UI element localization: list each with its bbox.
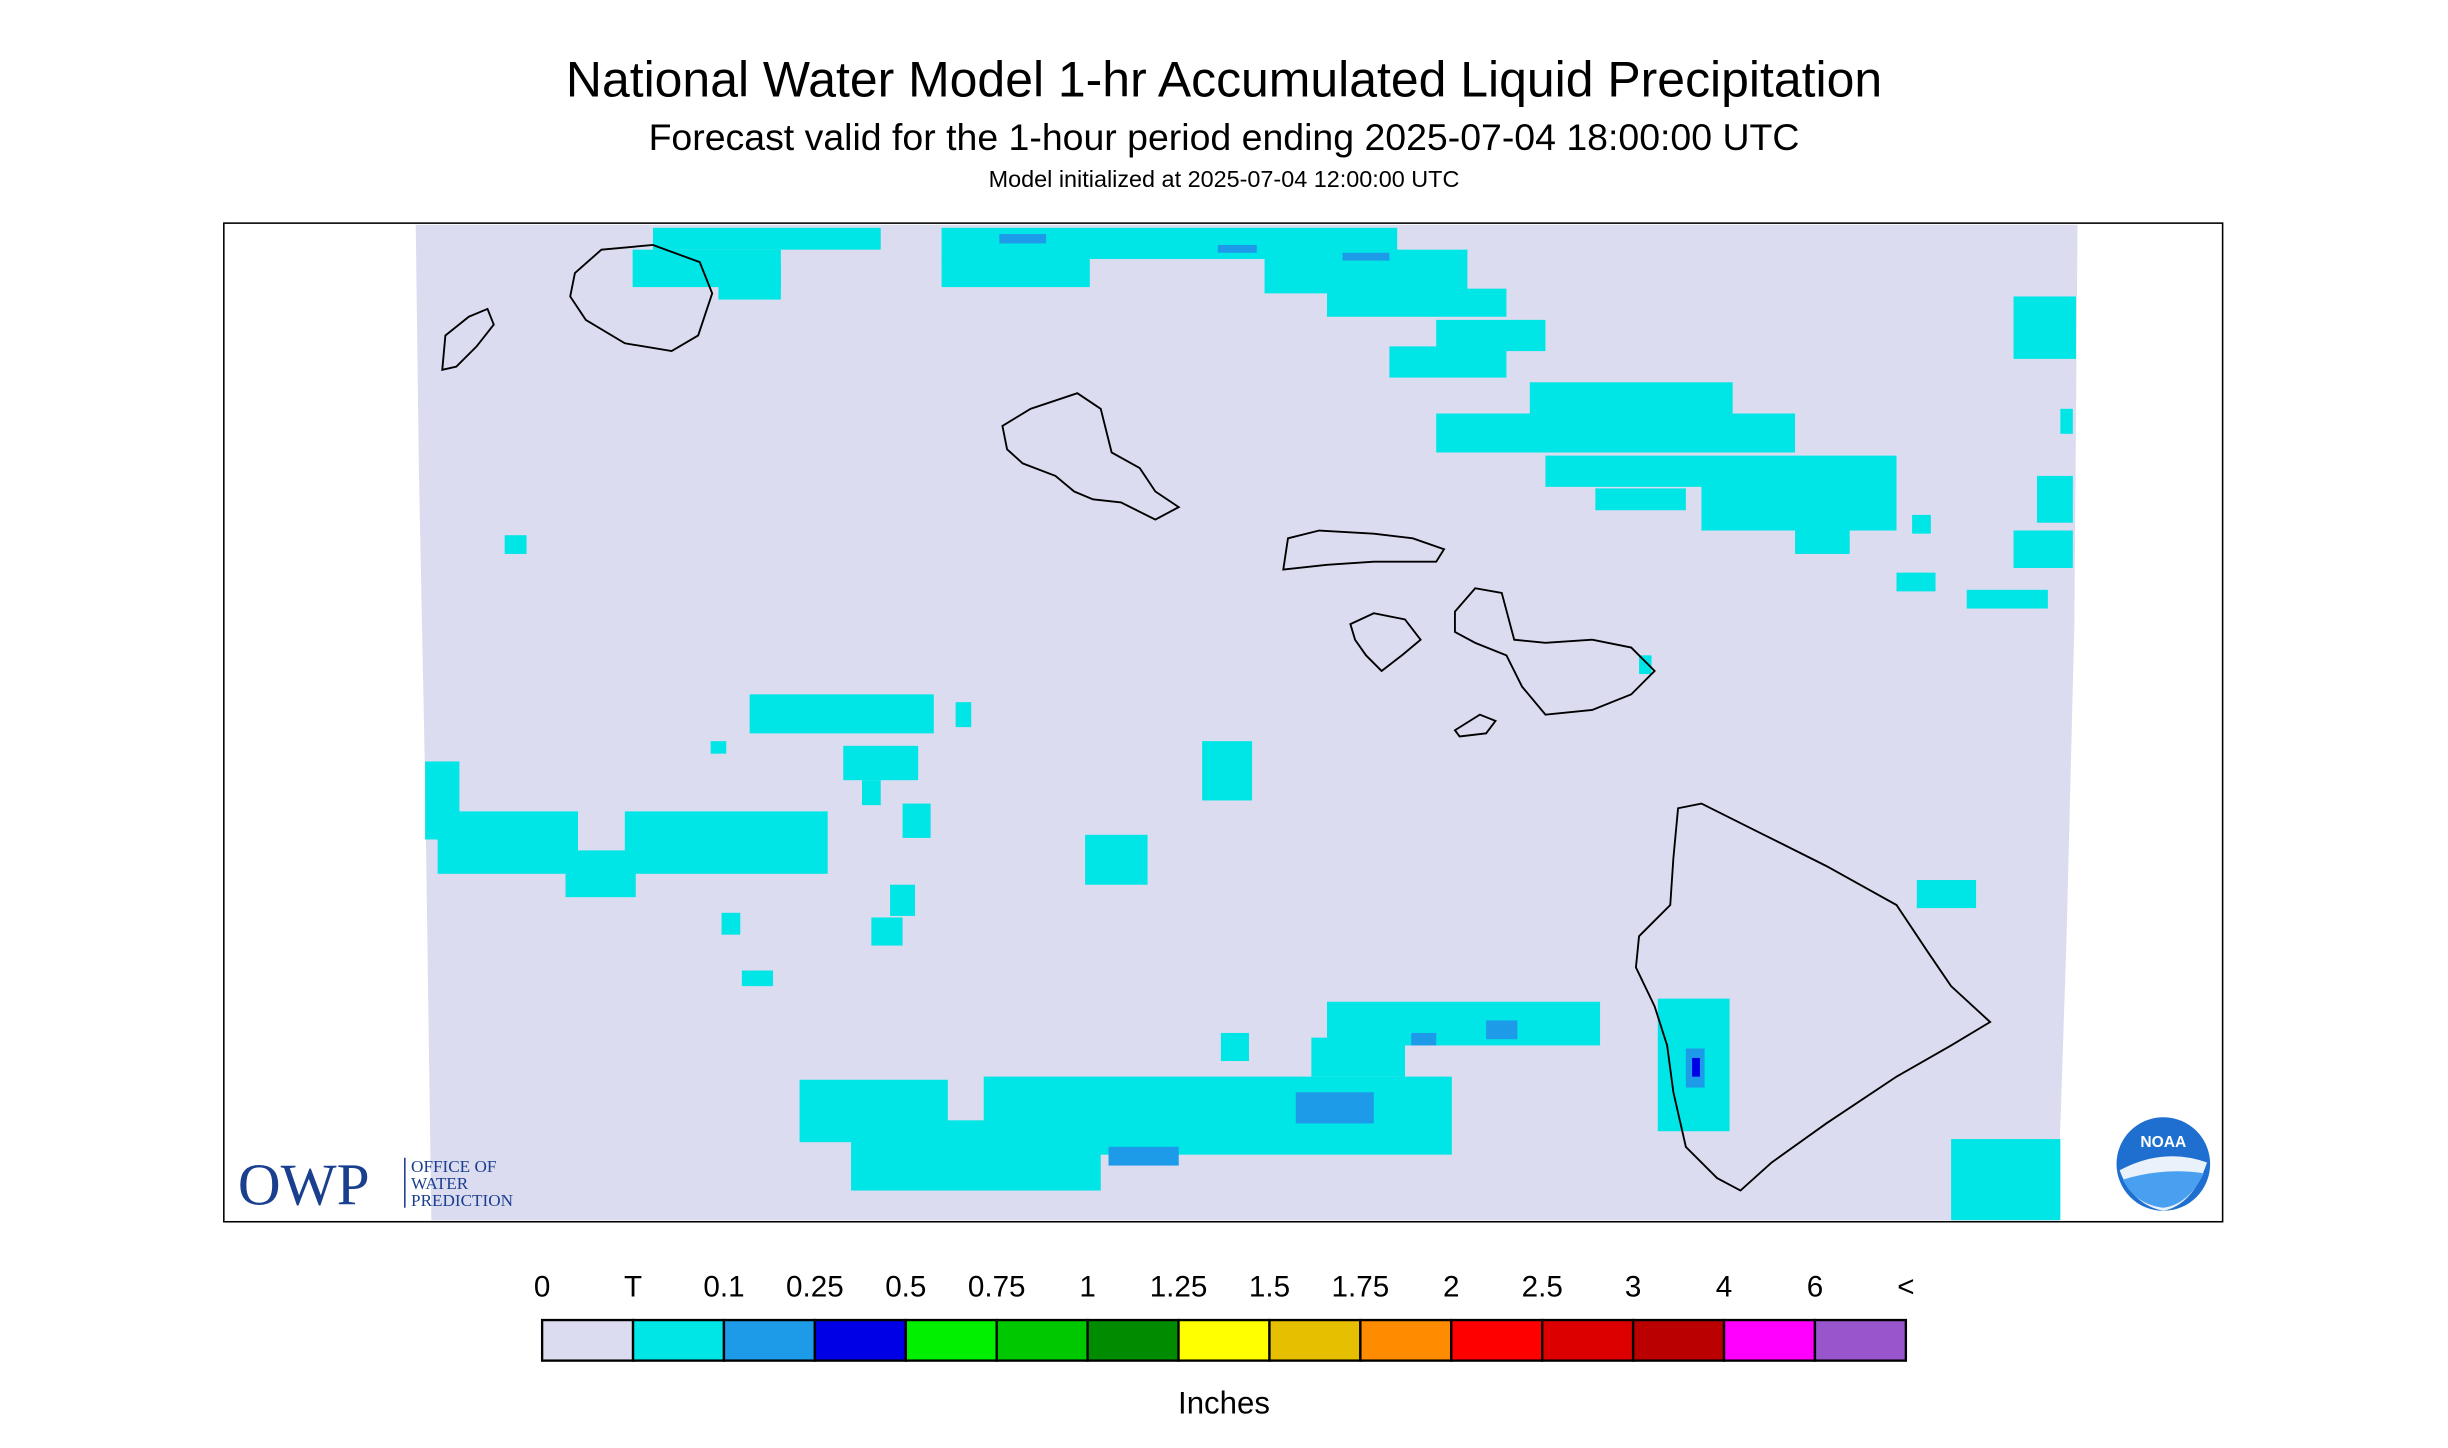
legend-label: 1.5	[1249, 1271, 1290, 1304]
legend-label: 6	[1807, 1271, 1823, 1304]
legend-label: T	[624, 1271, 642, 1304]
legend-swatch	[1541, 1318, 1635, 1362]
legend: 0 T 0.1 0.25 0.5 0.75 1 1.25 1.5 1.75 2 2.5 3 4 6 <	[534, 1271, 1915, 1362]
legend-label: 1.25	[1150, 1271, 1208, 1304]
legend-swatch	[722, 1318, 817, 1362]
noaa-text: NOAA	[2140, 1134, 2186, 1151]
legend-label: 2.5	[1522, 1271, 1563, 1304]
legend-label: 0.1	[703, 1271, 744, 1304]
legend-swatch	[1177, 1318, 1271, 1362]
islands	[441, 244, 1992, 1192]
legend-swatch	[1813, 1318, 1908, 1362]
legend-label: 1	[1079, 1271, 1095, 1304]
legend-swatch	[1631, 1318, 1726, 1362]
legend-swatch	[813, 1318, 907, 1362]
legend-label: 1.75	[1332, 1271, 1390, 1304]
legend-label: <	[1897, 1271, 1914, 1304]
legend-swatch	[1450, 1318, 1544, 1362]
legend-label: 0	[534, 1271, 550, 1304]
legend-unit: Inches	[1178, 1386, 1270, 1421]
legend-swatch	[995, 1318, 1089, 1362]
owp-line: OFFICE OF	[411, 1157, 496, 1176]
legend-swatch	[1268, 1318, 1362, 1362]
legend-swatch	[1722, 1318, 1817, 1362]
map: OWP OFFICE OF WATER PREDICTION NOAA	[223, 222, 2224, 1223]
legend-swatch	[904, 1318, 998, 1362]
legend-swatch	[540, 1318, 635, 1362]
owp-line: WATER	[411, 1174, 469, 1193]
legend-swatch	[1086, 1318, 1180, 1362]
legend-swatch	[1359, 1318, 1453, 1362]
legend-label: 4	[1716, 1271, 1732, 1304]
legend-label: 2	[1443, 1271, 1459, 1304]
legend-swatch	[631, 1318, 726, 1362]
legend-label: 0.75	[968, 1271, 1026, 1304]
legend-label: 3	[1625, 1271, 1641, 1304]
precip-cells	[425, 227, 2076, 1221]
noaa-logo: NOAA	[2116, 1117, 2211, 1211]
subtitle: Forecast valid for the 1-hour period end…	[649, 116, 1800, 158]
legend-label: 0.25	[786, 1271, 844, 1304]
owp-mark: OWP	[238, 1152, 370, 1218]
owp-line: PREDICTION	[411, 1191, 513, 1210]
legend-label: 0.5	[885, 1271, 926, 1304]
owp-logo: OWP OFFICE OF WATER PREDICTION	[238, 1152, 513, 1218]
init-time: Model initialized at 2025-07-04 12:00:00…	[989, 166, 1460, 192]
title: National Water Model 1-hr Accumulated Li…	[566, 52, 1882, 108]
